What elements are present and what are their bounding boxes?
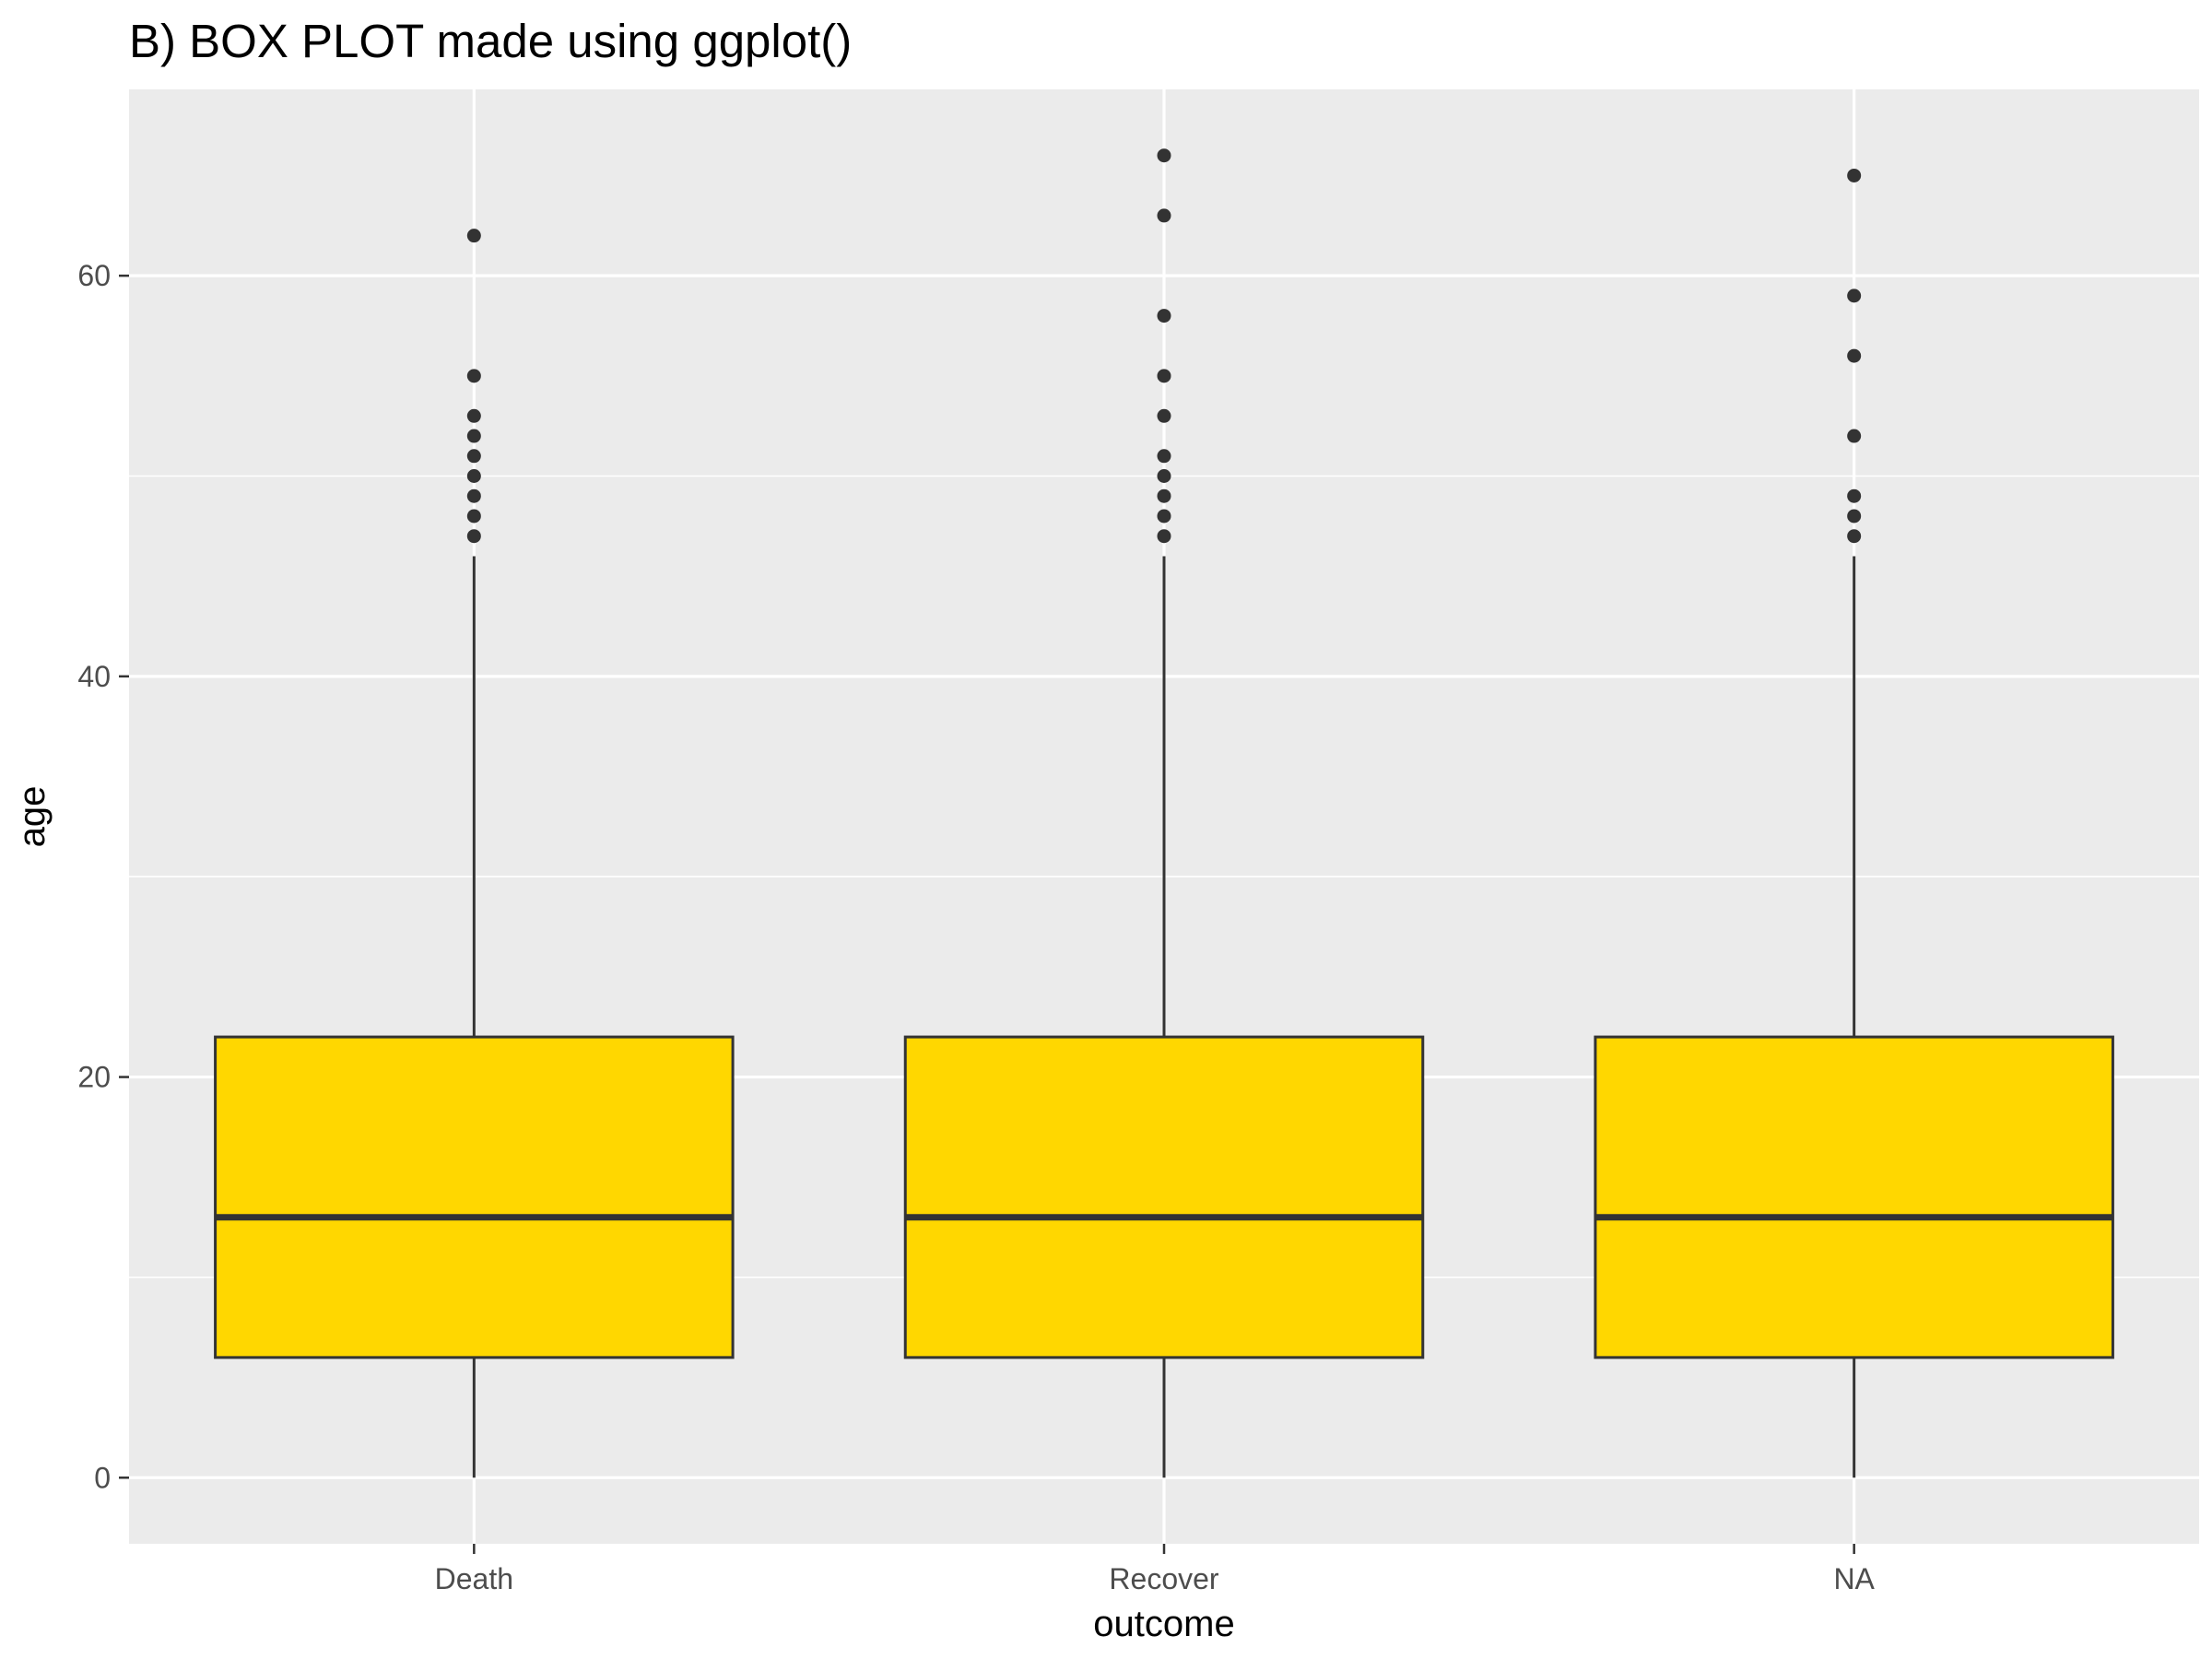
outlier-point bbox=[1847, 488, 1862, 503]
outlier-point bbox=[466, 468, 481, 483]
outlier-point bbox=[1847, 509, 1862, 524]
outlier-point bbox=[1157, 468, 1171, 483]
outlier-point bbox=[1847, 168, 1862, 182]
x-tick-label: NA bbox=[1833, 1562, 1875, 1595]
x-tick-label: Death bbox=[435, 1562, 513, 1595]
box-group-death bbox=[214, 229, 735, 1478]
outlier-point bbox=[1847, 529, 1862, 544]
box-group-recover bbox=[903, 148, 1425, 1478]
outlier-point bbox=[1847, 429, 1862, 443]
box-iqr bbox=[1594, 1035, 2114, 1359]
outlier-point bbox=[466, 509, 481, 524]
axes: 0 20 40 60 Death Recover NA bbox=[77, 259, 1875, 1595]
outlier-point bbox=[1157, 309, 1171, 324]
outlier-point bbox=[466, 449, 481, 464]
outlier-point bbox=[1157, 449, 1171, 464]
outlier-point bbox=[1157, 408, 1171, 423]
y-tick-label: 20 bbox=[77, 1061, 111, 1094]
outlier-point bbox=[1157, 208, 1171, 223]
outlier-point bbox=[466, 408, 481, 423]
outlier-point bbox=[466, 429, 481, 443]
x-axis-title: outcome bbox=[1093, 1604, 1234, 1644]
outlier-point bbox=[1157, 488, 1171, 503]
box-plot-marks bbox=[214, 148, 2114, 1478]
outlier-point bbox=[466, 229, 481, 243]
outlier-point bbox=[1157, 529, 1171, 544]
outlier-point bbox=[466, 369, 481, 383]
box-iqr bbox=[903, 1035, 1425, 1359]
box-group-na bbox=[1594, 168, 2114, 1478]
outlier-point bbox=[1847, 348, 1862, 363]
outlier-point bbox=[1157, 369, 1171, 383]
outlier-point bbox=[466, 529, 481, 544]
x-tick-label: Recover bbox=[1109, 1562, 1219, 1595]
outlier-point bbox=[466, 488, 481, 503]
outlier-point bbox=[1847, 288, 1862, 303]
outlier-point bbox=[1157, 509, 1171, 524]
outlier-point bbox=[1157, 148, 1171, 163]
box-iqr bbox=[214, 1035, 735, 1359]
chart-title: B) BOX PLOT made using ggplot() bbox=[129, 15, 852, 67]
y-tick-label: 0 bbox=[94, 1461, 111, 1494]
y-tick-label: 40 bbox=[77, 660, 111, 693]
y-axis-title: age bbox=[12, 786, 53, 848]
chart-labels: B) BOX PLOT made using ggplot() outcome … bbox=[12, 15, 1235, 1644]
y-tick-label: 60 bbox=[77, 259, 111, 292]
